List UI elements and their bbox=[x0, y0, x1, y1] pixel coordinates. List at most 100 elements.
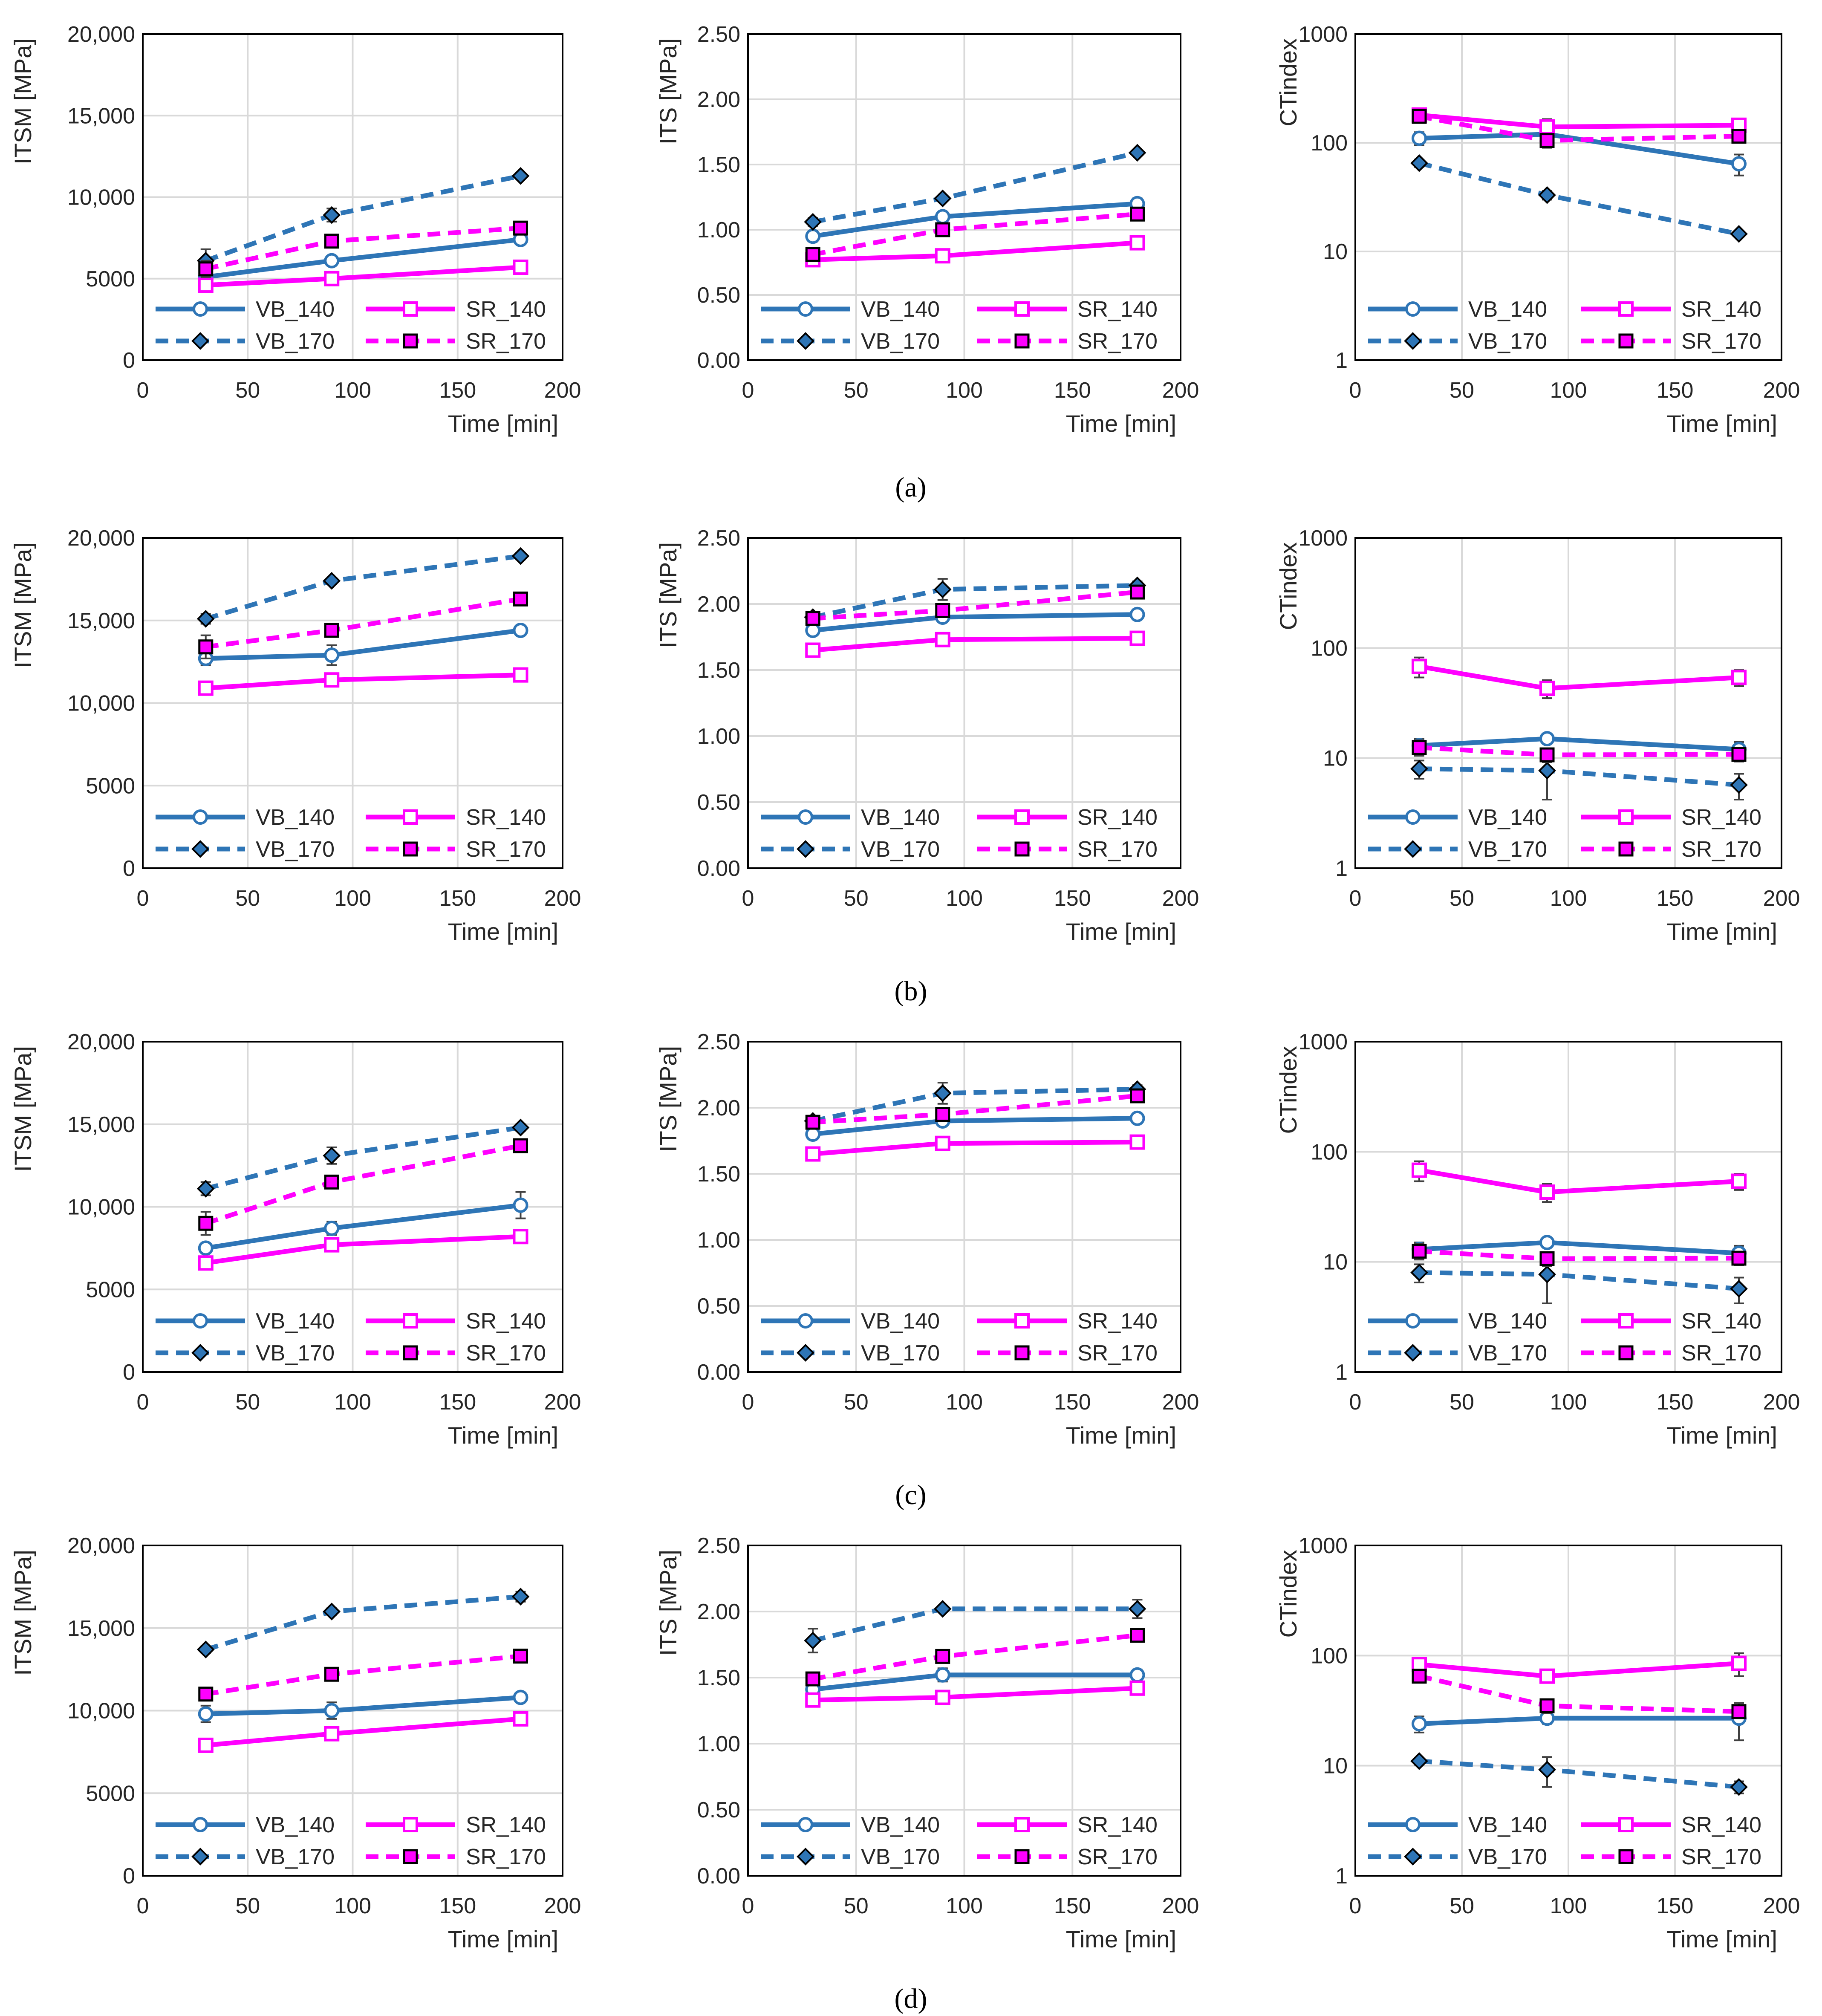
plot-area bbox=[1354, 1041, 1782, 1373]
data-point bbox=[324, 1703, 340, 1719]
y-tick-label: 1.00 bbox=[697, 1228, 740, 1253]
data-point bbox=[1129, 235, 1145, 251]
legend-label: SR_140 bbox=[1077, 297, 1158, 322]
y-axis-label: ITSM [MPa] bbox=[9, 542, 36, 668]
series-line bbox=[812, 1633, 1138, 1681]
y-tick-label: 15,000 bbox=[67, 1112, 135, 1137]
legend-label: SR_170 bbox=[466, 1341, 546, 1366]
legend-entry-SR_170: SR_170 bbox=[977, 1845, 1158, 1869]
legend-entry-VB_140: VB_140 bbox=[1368, 297, 1547, 322]
x-tick-label: 50 bbox=[1450, 1390, 1474, 1415]
x-tick-label: 0 bbox=[137, 1390, 149, 1415]
y-axis-label: ITSM [MPa] bbox=[9, 1550, 36, 1676]
x-tick-label: 0 bbox=[1349, 1390, 1362, 1415]
data-point bbox=[1128, 144, 1146, 162]
y-tick-label: 2.00 bbox=[697, 592, 740, 617]
x-tick-label: 100 bbox=[334, 378, 371, 403]
legend-marker bbox=[191, 1848, 209, 1866]
y-tick-label: 0.50 bbox=[697, 790, 740, 815]
legend-marker bbox=[1014, 809, 1030, 825]
legend-entry-VB_140: VB_140 bbox=[1368, 805, 1547, 830]
data-point bbox=[1731, 747, 1747, 762]
y-tick-label: 100 bbox=[1311, 1643, 1348, 1668]
series-line bbox=[1419, 1661, 1739, 1679]
data-point bbox=[1412, 1716, 1427, 1732]
data-point bbox=[1128, 1600, 1146, 1618]
legend: VB_140 SR_140 VB_170 SR_170 bbox=[156, 805, 546, 862]
legend-label: SR_140 bbox=[1681, 1309, 1761, 1334]
series-VB_170 bbox=[1410, 1255, 1748, 1304]
legend-entry-SR_170: SR_170 bbox=[366, 1341, 546, 1366]
legend-entry-SR_140: SR_140 bbox=[366, 805, 546, 830]
data-point bbox=[324, 1726, 340, 1742]
x-tick-label: 50 bbox=[844, 1894, 869, 1918]
y-tick-label: 10,000 bbox=[67, 185, 135, 210]
data-point bbox=[1730, 776, 1748, 794]
data-point bbox=[511, 1588, 530, 1606]
data-point bbox=[1412, 740, 1427, 755]
data-point bbox=[1412, 1669, 1427, 1684]
chart-c-1: 0 50 100 150 200 0.00 0.50 1.00 1.50 2.00 2.50 Time… bbox=[655, 1030, 1199, 1449]
data-point bbox=[935, 1667, 950, 1683]
chart-a-2: 0 50 100 150 200 1 10 100 1000 Time [min] CTindex V… bbox=[1275, 22, 1800, 437]
data-point bbox=[198, 277, 214, 293]
y-tick-label: 100 bbox=[1311, 1140, 1348, 1164]
legend-entry-VB_170: VB_170 bbox=[156, 1845, 335, 1869]
data-point bbox=[198, 1255, 214, 1271]
series-SR_140 bbox=[805, 630, 1145, 658]
data-point bbox=[1412, 1162, 1427, 1178]
series-SR_170 bbox=[198, 220, 528, 278]
data-point bbox=[935, 222, 950, 237]
data-point bbox=[1539, 1184, 1555, 1200]
x-axis-label: Time [min] bbox=[1066, 1422, 1176, 1449]
series-VB_140 bbox=[805, 196, 1145, 244]
x-tick-label: 100 bbox=[334, 1390, 371, 1415]
data-point bbox=[1129, 1110, 1145, 1126]
series-VB_170 bbox=[1410, 1752, 1748, 1796]
y-tick-label: 0.50 bbox=[697, 283, 740, 308]
series-SR_170 bbox=[805, 1628, 1145, 1687]
chart-d-0: 0 50 100 150 200 0 5000 10,000 15,000 20,000 Time … bbox=[9, 1534, 581, 1952]
x-tick-label: 100 bbox=[946, 1894, 983, 1918]
y-tick-label: 0.50 bbox=[697, 1798, 740, 1822]
data-point bbox=[1129, 1134, 1145, 1150]
y-tick-label: 15,000 bbox=[67, 104, 135, 128]
data-point bbox=[935, 632, 950, 647]
y-tick-label: 1000 bbox=[1298, 22, 1348, 47]
data-point bbox=[935, 209, 950, 225]
y-tick-label: 1000 bbox=[1298, 526, 1348, 551]
data-point bbox=[513, 1711, 528, 1727]
plot-area bbox=[747, 537, 1181, 869]
data-point bbox=[323, 1603, 341, 1620]
data-point bbox=[1412, 130, 1427, 146]
data-point bbox=[1129, 1667, 1145, 1683]
y-tick-label: 5000 bbox=[86, 1781, 135, 1806]
series-SR_140 bbox=[198, 1711, 528, 1753]
series-line bbox=[205, 554, 521, 621]
data-point bbox=[1539, 731, 1555, 747]
legend-entry-SR_170: SR_170 bbox=[366, 837, 546, 862]
legend-marker bbox=[403, 333, 418, 349]
x-tick-label: 0 bbox=[742, 886, 754, 911]
data-point bbox=[513, 220, 528, 236]
legend-marker bbox=[1405, 1817, 1421, 1832]
series-SR_170 bbox=[1412, 109, 1747, 149]
y-tick-label: 1.50 bbox=[697, 153, 740, 177]
legend-marker bbox=[403, 809, 418, 825]
legend-marker bbox=[1404, 332, 1422, 350]
y-tick-label: 1.00 bbox=[697, 724, 740, 749]
y-tick-label: 0 bbox=[123, 856, 135, 881]
legend-entry-SR_170: SR_170 bbox=[366, 329, 546, 354]
x-tick-label: 0 bbox=[742, 1390, 754, 1415]
series-line bbox=[1419, 1270, 1739, 1291]
legend-entry-VB_140: VB_140 bbox=[761, 1309, 940, 1334]
x-tick-label: 100 bbox=[1550, 886, 1587, 911]
y-tick-label: 20,000 bbox=[67, 1534, 135, 1558]
legend-marker bbox=[1014, 333, 1030, 349]
series-VB_170 bbox=[1410, 751, 1748, 800]
series-SR_170 bbox=[1412, 739, 1747, 763]
series-SR_140 bbox=[198, 667, 528, 696]
legend-marker bbox=[1404, 1848, 1422, 1866]
legend-label: VB_170 bbox=[861, 1341, 940, 1366]
legend-entry-SR_140: SR_140 bbox=[366, 297, 546, 322]
